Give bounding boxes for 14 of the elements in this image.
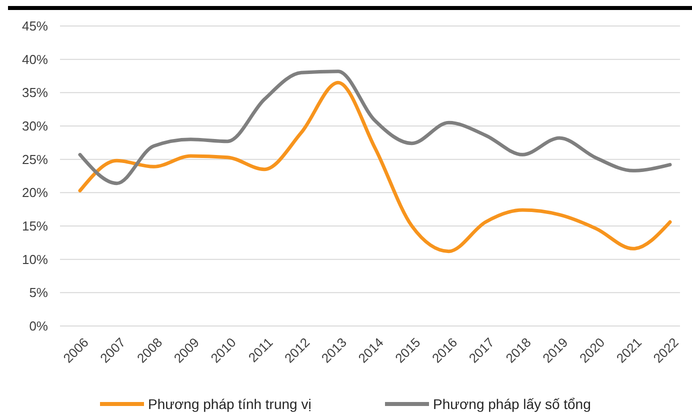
legend-label: Phương pháp lấy số tổng bbox=[433, 396, 591, 412]
line-series bbox=[78, 80, 672, 254]
y-tick-label: 15% bbox=[22, 218, 48, 234]
y-tick-label: 0% bbox=[29, 318, 48, 334]
y-tick-label: 10% bbox=[22, 252, 48, 267]
y-tick-label: 35% bbox=[22, 85, 48, 100]
y-tick-label: 20% bbox=[22, 185, 48, 200]
legend-label: Phương pháp tính trung vị bbox=[148, 396, 312, 412]
y-tick-label: 30% bbox=[22, 118, 48, 134]
y-tick-label: 5% bbox=[29, 285, 48, 300]
y-tick-label: 40% bbox=[22, 52, 48, 67]
y-tick-label: 25% bbox=[22, 152, 48, 167]
y-tick-label: 45% bbox=[22, 18, 48, 34]
line-series bbox=[78, 70, 672, 186]
